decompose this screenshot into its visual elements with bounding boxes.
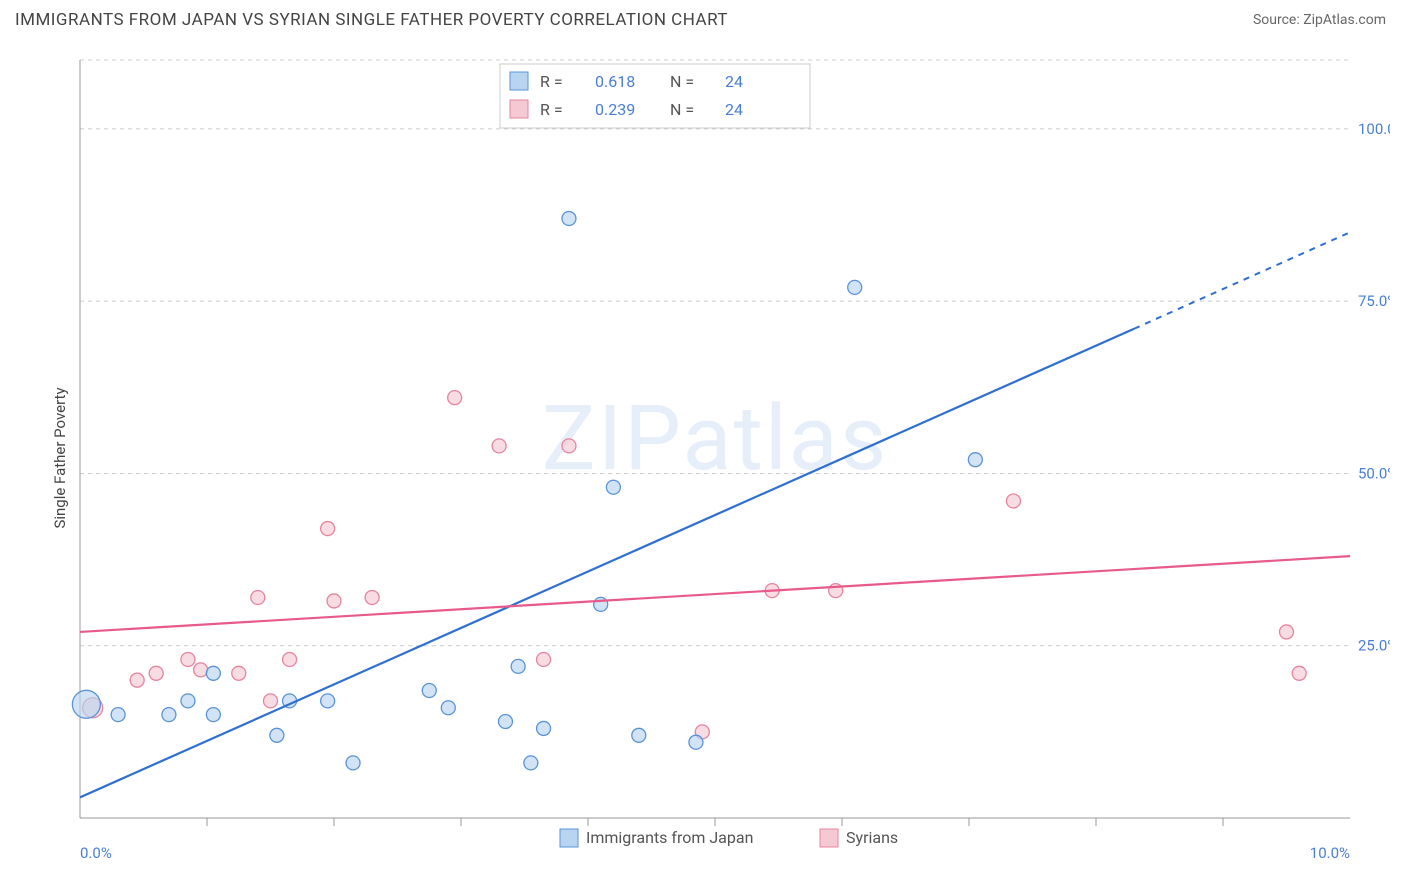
data-point	[194, 663, 208, 677]
y-tick-label: 25.0%	[1358, 637, 1390, 655]
scatter-chart: 25.0% 50.0% 75.0% 100.0% 0.0% 10.0% ZIPatlas R …	[50, 48, 1390, 868]
data-point	[264, 694, 278, 708]
legend-n-value: 24	[725, 100, 743, 119]
data-point	[181, 694, 195, 708]
data-point	[283, 653, 297, 667]
source-prefix: Source:	[1253, 12, 1303, 28]
data-point	[492, 439, 506, 453]
source-name: ZipAtlas.com	[1303, 12, 1386, 28]
data-point	[537, 653, 551, 667]
data-point	[162, 708, 176, 722]
series-swatch	[820, 829, 838, 847]
data-point	[422, 684, 436, 698]
data-point	[72, 690, 100, 718]
trend-line	[80, 556, 1350, 632]
data-point	[1280, 625, 1294, 639]
y-tick-label: 75.0%	[1358, 292, 1390, 310]
series-swatch	[560, 829, 578, 847]
legend-n-label: N =	[670, 72, 694, 91]
legend-r-value: 0.618	[595, 72, 635, 91]
watermark: ZIPatlas	[542, 386, 888, 491]
data-point	[511, 659, 525, 673]
data-point	[149, 666, 163, 680]
data-point	[270, 728, 284, 742]
legend-swatch	[510, 72, 528, 90]
legend-swatch	[510, 100, 528, 118]
legend-r-label: R =	[540, 72, 563, 91]
data-point	[606, 480, 620, 494]
data-point	[327, 594, 341, 608]
chart-title: IMMIGRANTS FROM JAPAN VS SYRIAN SINGLE F…	[15, 10, 728, 30]
data-point	[632, 728, 646, 742]
data-point	[441, 701, 455, 715]
data-point	[206, 708, 220, 722]
legend-n-value: 24	[725, 72, 743, 91]
data-point	[562, 439, 576, 453]
y-axis-label: Single Father Poverty	[51, 387, 69, 528]
data-point	[111, 708, 125, 722]
data-point	[524, 756, 538, 770]
data-point	[232, 666, 246, 680]
data-point	[321, 694, 335, 708]
data-point	[251, 590, 265, 604]
data-point	[448, 391, 462, 405]
data-point	[562, 211, 576, 225]
data-point	[181, 653, 195, 667]
series-label: Immigrants from Japan	[586, 828, 753, 847]
data-point	[498, 715, 512, 729]
data-point	[1006, 494, 1020, 508]
data-point	[365, 590, 379, 604]
data-point	[968, 453, 982, 467]
legend-n-label: N =	[670, 100, 694, 119]
x-tick-label: 10.0%	[1310, 844, 1350, 862]
source-attribution: Source: ZipAtlas.com	[1253, 12, 1386, 28]
trend-line-extrapolated	[1134, 232, 1350, 328]
y-tick-label: 100.0%	[1358, 120, 1390, 138]
data-point	[130, 673, 144, 687]
y-tick-label: 50.0%	[1358, 464, 1390, 482]
data-point	[1292, 666, 1306, 680]
legend-r-label: R =	[540, 100, 563, 119]
data-point	[537, 721, 551, 735]
data-point	[346, 756, 360, 770]
legend-r-value: 0.239	[595, 100, 635, 119]
data-point	[321, 522, 335, 536]
series-label: Syrians	[846, 828, 898, 847]
data-point	[689, 735, 703, 749]
x-tick-label: 0.0%	[80, 844, 112, 862]
data-point	[206, 666, 220, 680]
data-point	[848, 280, 862, 294]
